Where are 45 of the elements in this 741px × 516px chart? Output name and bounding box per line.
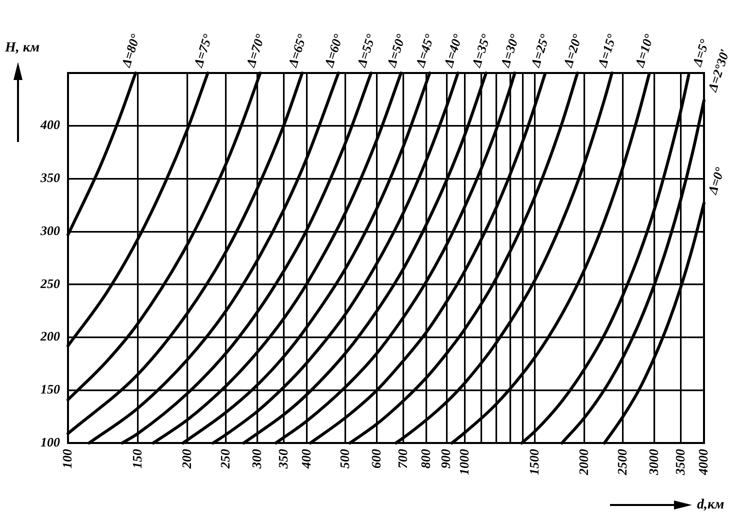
x-tick-label: 500 xyxy=(336,448,352,468)
x-tick-label: 3500 xyxy=(672,448,688,476)
text: Δ=20° xyxy=(560,31,585,70)
text: Δ=35° xyxy=(468,31,494,70)
y-tick-label: 350 xyxy=(40,170,60,186)
x-axis-title: d,км xyxy=(697,498,725,513)
x-tick-label: 800 xyxy=(418,448,433,468)
y-tick-label: 100 xyxy=(40,434,60,450)
y-tick-label: 200 xyxy=(40,328,60,344)
x-tick-label: 100 xyxy=(59,448,74,468)
y-tick-label: 250 xyxy=(40,276,60,291)
x-tick-label: 900 xyxy=(438,448,454,468)
x-tick-label: 300 xyxy=(248,448,264,470)
text: Δ=30° xyxy=(497,31,522,70)
text: Δ=50° xyxy=(383,31,409,70)
x-tick-label: 4000 xyxy=(695,448,710,476)
text: Δ=65° xyxy=(284,31,310,70)
x-tick-label: 1500 xyxy=(526,448,542,475)
x-tick-label: 2500 xyxy=(614,448,630,476)
text: Δ=60° xyxy=(320,31,346,70)
x-tick-label: 600 xyxy=(368,448,384,468)
text: Δ=40° xyxy=(440,31,466,70)
text: Δ=55° xyxy=(353,31,379,70)
x-tick-label: 350 xyxy=(275,448,290,470)
text: Δ=25° xyxy=(527,31,552,70)
x-tick-label: 250 xyxy=(217,448,232,470)
text: Δ=0° xyxy=(704,164,728,197)
text: Δ=15° xyxy=(594,31,620,70)
x-tick-label: 3000 xyxy=(646,448,661,476)
x-tick-label: 400 xyxy=(298,448,314,470)
text: Δ=70° xyxy=(242,31,268,70)
text: Δ=80° xyxy=(118,31,144,70)
text: Δ=45° xyxy=(412,31,438,70)
text: Δ=5° xyxy=(688,36,712,69)
text: Δ=75° xyxy=(190,31,216,70)
text: Δ=10° xyxy=(631,31,657,70)
x-tick-label: 2000 xyxy=(576,448,591,476)
x-tick-label: 1000 xyxy=(456,448,472,475)
y-tick-label: 150 xyxy=(40,382,60,396)
y-tick-label: 400 xyxy=(40,117,60,132)
x-tick-label: 200 xyxy=(178,448,194,470)
y-axis-title: H, км xyxy=(4,40,40,56)
x-tick-label: 150 xyxy=(129,448,144,468)
x-tick-label: 700 xyxy=(394,448,410,468)
y-tick-label: 300 xyxy=(40,222,60,238)
